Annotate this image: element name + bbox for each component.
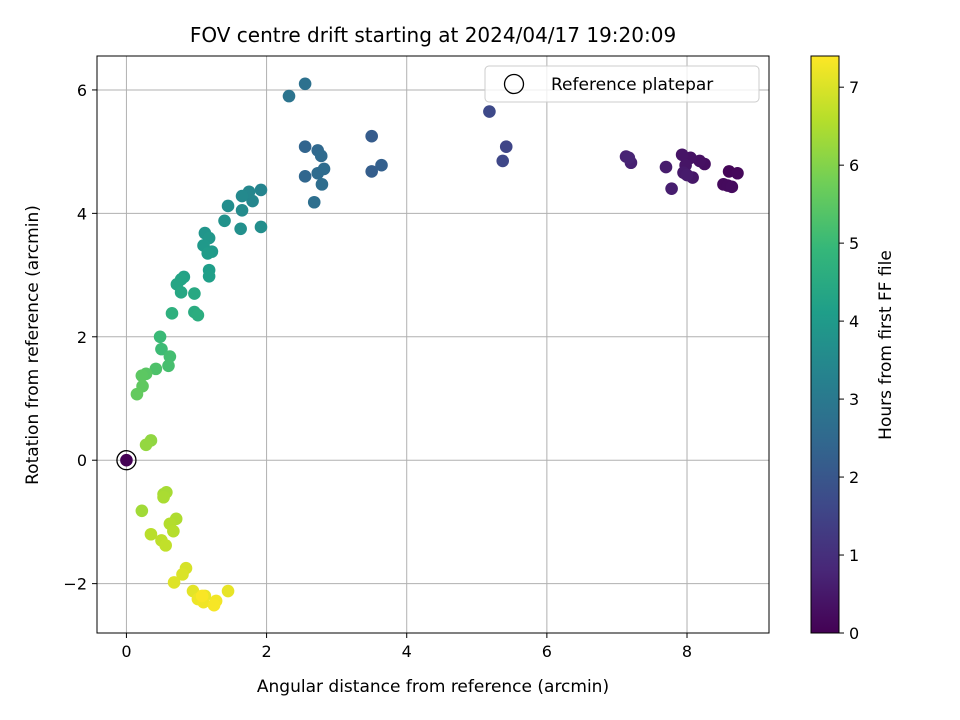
y-tick-label: 4 (77, 204, 87, 223)
data-point (680, 168, 694, 182)
data-point (144, 527, 158, 541)
data-point (314, 149, 328, 163)
data-point (195, 589, 209, 603)
data-point (725, 180, 739, 194)
data-point (298, 77, 312, 91)
colorbar-tick-label: 7 (849, 78, 859, 97)
data-point (202, 270, 216, 283)
data-point (675, 148, 689, 162)
data-point (307, 195, 321, 209)
data-point (221, 584, 235, 598)
data-point (298, 140, 312, 154)
data-point (317, 162, 331, 176)
data-point (659, 160, 673, 174)
data-point (221, 199, 235, 213)
x-axis-ticks: 0 2 4 6 8 (121, 633, 692, 661)
colorbar-label: Hours from first FF file (876, 250, 896, 440)
legend: Reference platepar (484, 65, 760, 103)
data-point (365, 129, 378, 143)
data-point (167, 576, 181, 589)
y-tick-label: 6 (77, 81, 87, 100)
data-point (375, 158, 388, 172)
data-point (235, 203, 249, 217)
data-point (157, 490, 170, 504)
y-axis-ticks: −2 0 2 4 6 (63, 81, 97, 594)
colorbar-tick-label: 1 (849, 546, 859, 565)
data-point (201, 247, 215, 260)
data-point (162, 359, 175, 373)
data-points (130, 77, 744, 612)
x-tick-label: 4 (402, 642, 412, 661)
data-point (135, 504, 149, 518)
data-point (254, 183, 268, 197)
colorbar-tick-label: 6 (849, 156, 859, 175)
data-point (254, 220, 268, 234)
colorbar-tick-label: 5 (849, 234, 859, 253)
data-point (298, 170, 312, 183)
data-point (234, 222, 247, 236)
data-point (365, 165, 378, 178)
colorbar-tick-label: 0 (849, 624, 859, 643)
data-point (163, 350, 177, 363)
data-point (135, 369, 149, 382)
colorbar-tick-label: 3 (849, 390, 859, 409)
x-tick-label: 6 (542, 642, 552, 661)
data-point (731, 166, 744, 180)
data-point (130, 387, 144, 401)
reference-point-fill (120, 453, 133, 467)
data-point (153, 330, 167, 344)
y-tick-label: −2 (63, 575, 87, 594)
data-point (149, 362, 163, 376)
data-point (165, 307, 179, 320)
y-tick-label: 2 (77, 328, 87, 347)
colorbar-tick-label: 4 (849, 312, 859, 331)
y-axis-label: Rotation from reference (arcmin) (23, 205, 43, 485)
x-tick-label: 2 (261, 642, 271, 661)
data-point (174, 286, 188, 299)
x-tick-label: 8 (682, 642, 692, 661)
x-axis-label: Angular distance from reference (arcmin) (257, 677, 609, 697)
data-point (315, 178, 329, 191)
colorbar-tick-label: 2 (849, 468, 859, 487)
data-point (191, 308, 205, 322)
data-point (496, 154, 510, 168)
data-point (499, 140, 513, 154)
data-point (176, 568, 189, 581)
chart-title: FOV centre drift starting at 2024/04/17 … (190, 23, 676, 47)
data-point (167, 524, 180, 538)
data-point (665, 182, 678, 195)
data-point (155, 342, 168, 356)
data-point (159, 539, 172, 552)
data-point (622, 151, 636, 165)
data-point (282, 89, 296, 103)
x-tick-label: 0 (121, 642, 131, 661)
legend-entry-reference: Reference platepar (551, 75, 713, 95)
data-point (188, 287, 201, 300)
plot-frame (96, 55, 770, 634)
data-point (483, 105, 496, 118)
legend-box (484, 65, 760, 103)
data-point (207, 598, 221, 612)
colorbar-ticks: 0 1 2 3 4 5 6 7 (839, 78, 859, 643)
data-point (139, 438, 153, 452)
data-point (218, 214, 231, 228)
colorbar (810, 55, 840, 634)
data-point (235, 189, 249, 203)
y-tick-label: 0 (77, 451, 87, 470)
legend-marker-icon (503, 73, 525, 95)
reference-point-marker (116, 450, 137, 471)
reference-marker-group (116, 450, 137, 471)
